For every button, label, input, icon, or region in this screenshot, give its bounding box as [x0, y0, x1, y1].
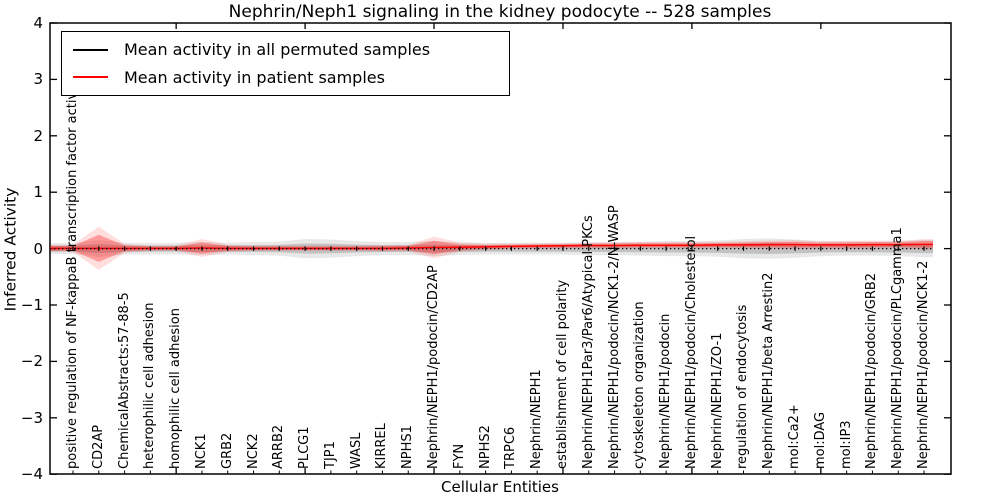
- x-tick-label: Nephrin/NEPH1/podocin: [658, 313, 674, 469]
- x-tick-label: Nephrin/NEPH1Par3/Par6/Atypical PKCs: [580, 215, 596, 469]
- x-tick-label: NCK1: [193, 433, 209, 469]
- legend-label-permuted: Mean activity in all permuted samples: [124, 40, 431, 60]
- x-tick-label: NPHS1: [400, 425, 416, 469]
- x-tick-label: Nephrin/NEPH1/podocin/PLCgamma1: [890, 227, 906, 469]
- x-tick-label: TRPC6: [503, 426, 519, 469]
- x-tick-label: positive regulation of NF-kappaB transcr…: [65, 75, 80, 469]
- y-tick-label: −1: [20, 296, 43, 314]
- y-tick-label: −4: [20, 465, 43, 484]
- legend-line-patient-icon: [73, 76, 108, 79]
- x-tick-label: FYN: [451, 443, 467, 469]
- x-tick-label: NPHS2: [477, 425, 493, 469]
- x-tick-label: ChemicalAbstracts:57-88-5: [116, 292, 132, 469]
- y-tick-labels: 4 3 2 1 0 −1 −2 −3 −4: [0, 0, 46, 500]
- x-tick-label: NCK2: [245, 433, 261, 469]
- x-tick-label: PLCG1: [297, 426, 313, 469]
- x-axis-label: Cellular Entities: [441, 478, 559, 496]
- y-tick-label: 1: [33, 183, 43, 202]
- x-tick-label: heterophilic cell adhesion: [142, 302, 158, 470]
- legend: Mean activity in all permuted samples Me…: [61, 31, 510, 96]
- x-tick-label: KIRREL: [374, 423, 390, 469]
- x-tick-label: mol:IP3: [838, 420, 854, 469]
- y-tick-label: 2: [33, 126, 43, 145]
- y-tick-label: 0: [33, 239, 43, 258]
- x-tick-label: GRB2: [219, 432, 235, 469]
- x-tick-label: Nephrin/NEPH1/podocin/GRB2: [864, 272, 880, 469]
- y-tick-label: −3: [20, 408, 43, 427]
- x-tick-label: homophilic cell adhesion: [168, 308, 184, 469]
- x-tick-label: WASL: [348, 432, 364, 469]
- x-tick-label: TJP1: [322, 441, 338, 469]
- x-tick-label: Nephrin/NEPH1/podocin/Cholesterol: [683, 235, 699, 469]
- x-tick-label: Nephrin/NEPH1: [529, 369, 545, 469]
- x-tick-label: Nephrin/NEPH1/podocin/NCK1-2: [916, 260, 931, 469]
- x-tick-label: Nephrin/NEPH1/podocin/NCK1-2/N-WASP: [606, 205, 622, 469]
- x-tick-label: ARRB2: [271, 424, 287, 469]
- x-tick-label: mol:DAG: [812, 411, 828, 469]
- legend-item-patient: Mean activity in patient samples: [73, 68, 509, 87]
- y-tick-label: 4: [33, 14, 43, 32]
- x-tick-label: establishment of cell polarity: [554, 279, 570, 469]
- legend-line-permuted-icon: [73, 48, 108, 51]
- x-tick-label: regulation of endocytosis: [735, 304, 751, 469]
- chart-title: Nephrin/Neph1 signaling in the kidney po…: [228, 2, 772, 22]
- x-tick-label: cytoskeleton organization: [632, 301, 648, 469]
- x-tick-label: mol:Ca2+: [787, 404, 803, 469]
- legend-label-patient: Mean activity in patient samples: [124, 67, 385, 87]
- y-tick-label: 3: [33, 70, 43, 89]
- x-tick-label: CD2AP: [90, 424, 106, 469]
- x-tick-label: Nephrin/NEPH1/podocin/CD2AP: [426, 265, 442, 469]
- legend-item-permuted: Mean activity in all permuted samples: [73, 40, 509, 59]
- x-tick-label: Nephrin/NEPH1/ZO-1: [709, 332, 725, 469]
- x-tick-label: Nephrin/NEPH1/beta Arrestin2: [761, 272, 777, 470]
- y-tick-label: −2: [20, 352, 43, 371]
